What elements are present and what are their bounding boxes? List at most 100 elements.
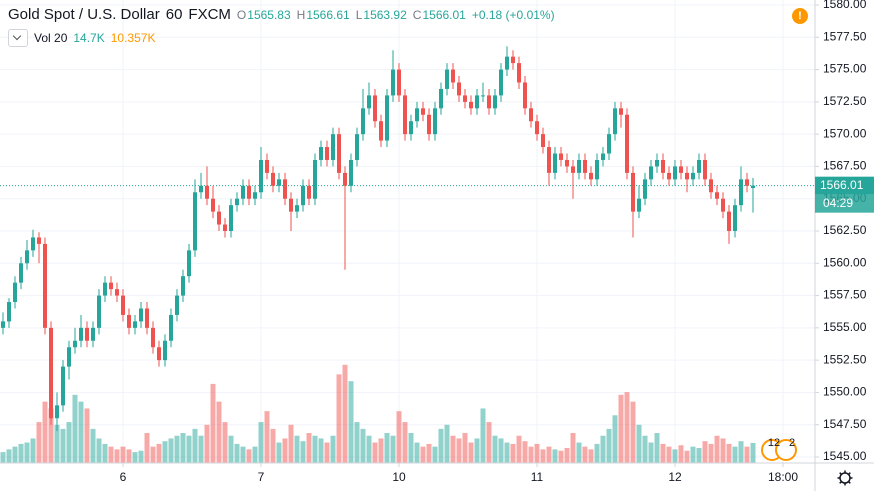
volume-title: Vol 20	[34, 31, 68, 45]
volume-bar	[240, 446, 246, 463]
volume-bar	[498, 438, 504, 463]
volume-bar	[216, 401, 222, 463]
price-axis	[815, 0, 874, 463]
candle-body	[517, 63, 521, 83]
volume-bar	[60, 428, 66, 463]
candle-body	[721, 198, 725, 212]
candle-body	[91, 327, 95, 341]
candle-body	[109, 282, 113, 290]
candle-body	[403, 95, 407, 135]
candle-body	[691, 172, 695, 180]
countdown: 04:29	[823, 196, 853, 210]
volume-bar	[468, 442, 474, 463]
volume-bar	[198, 435, 204, 463]
volume-bar	[366, 435, 372, 463]
volume-bar	[420, 446, 426, 463]
volume-bar	[732, 446, 738, 463]
candle-body	[235, 198, 239, 206]
collapse-button[interactable]	[8, 29, 28, 47]
candle-body	[577, 159, 581, 173]
symbol[interactable]: Gold Spot / U.S. Dollar	[8, 6, 160, 23]
x-tick-label: 11	[531, 470, 544, 484]
candle-body	[439, 88, 443, 109]
event-badges: 12 2	[761, 437, 797, 461]
volume-bar	[330, 435, 336, 463]
candle-body	[505, 56, 509, 70]
candle-body	[193, 192, 197, 251]
x-tick-label: 6	[120, 470, 127, 484]
candle-body	[283, 179, 287, 199]
volume-bar	[0, 452, 6, 463]
candle-body	[259, 159, 263, 193]
volume-bar	[456, 438, 462, 463]
volume-bar	[306, 433, 312, 463]
volume-bar	[714, 435, 720, 463]
candle-body	[331, 134, 335, 160]
volume-bar	[720, 438, 726, 463]
candle-body	[25, 250, 29, 264]
candle-body	[673, 166, 677, 180]
volume-bar	[282, 438, 288, 463]
volume-bar	[702, 441, 708, 463]
candle-body	[97, 295, 101, 328]
candle-body	[139, 308, 143, 322]
volume-bar	[474, 438, 480, 463]
gear-tooth	[848, 472, 851, 475]
volume-bar	[228, 435, 234, 463]
candle-body	[601, 153, 605, 160]
low-label: L	[355, 8, 363, 22]
candle-body	[667, 172, 671, 180]
candle-body	[547, 147, 551, 173]
volume-bar	[450, 435, 456, 463]
candle-body	[337, 134, 341, 173]
candle-body	[223, 224, 227, 231]
volume-bar	[390, 435, 396, 463]
volume-bar	[294, 435, 300, 463]
volume-bar	[408, 433, 414, 463]
candle-body	[151, 327, 155, 348]
volume-bar	[168, 438, 174, 463]
candle-body	[355, 134, 359, 160]
candle-body	[319, 147, 323, 160]
candle-body	[433, 108, 437, 135]
candle-body	[385, 95, 389, 141]
volume-bar	[396, 411, 402, 463]
volume-bar	[492, 435, 498, 463]
volume-bar	[300, 441, 306, 463]
candle-body	[685, 172, 689, 180]
candle-body	[661, 159, 665, 173]
volume-bar	[30, 438, 36, 463]
y-tick-label: 1560.00	[823, 255, 867, 269]
candle-body	[613, 108, 617, 135]
candle-body	[187, 250, 191, 277]
candle-body	[379, 121, 383, 141]
high-label: H	[296, 8, 306, 22]
candle-body	[421, 108, 425, 115]
candle-body	[271, 172, 275, 186]
candle-body	[697, 159, 701, 173]
candle-body	[373, 95, 377, 122]
interval[interactable]: 60	[165, 6, 183, 23]
y-tick-label: 1550.00	[823, 385, 867, 399]
candle-body	[529, 108, 533, 122]
volume-bar	[372, 442, 378, 463]
volume-bar	[384, 433, 390, 463]
candle-body	[205, 185, 209, 199]
volume-bar	[96, 438, 102, 463]
candle-body	[463, 95, 467, 102]
settings-gear[interactable]	[837, 470, 853, 486]
volume-bar	[114, 449, 120, 463]
high-value: 1566.61	[306, 8, 350, 22]
volume-bar	[210, 383, 216, 463]
candle-body	[343, 172, 347, 186]
volume-bar	[252, 446, 258, 463]
candle-body	[739, 179, 743, 206]
y-tick-label: 1577.50	[823, 29, 867, 43]
candle-body	[19, 263, 23, 283]
volume-bar	[192, 428, 198, 463]
x-tick-label: 7	[258, 470, 265, 484]
warning-icon[interactable]: !	[792, 8, 808, 24]
volume-bar	[6, 449, 12, 463]
volume-bar	[48, 408, 54, 463]
candle-body	[301, 185, 305, 206]
